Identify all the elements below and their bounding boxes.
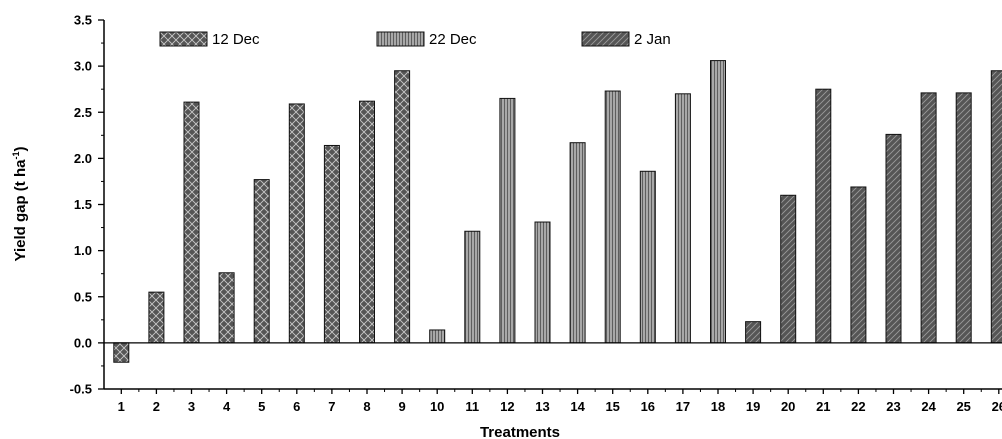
y-tick-label: 3.5 (74, 13, 92, 28)
bar-18 (710, 60, 726, 344)
bar-19 (745, 321, 762, 344)
y-tick-label: 2.5 (74, 105, 92, 120)
y-tick-label: 1.0 (74, 243, 92, 258)
x-tick-label-18: 18 (711, 399, 725, 414)
legend-swatch (159, 31, 208, 47)
legend-label: 2 Jan (634, 31, 671, 48)
bar-15 (604, 90, 621, 344)
bar-9 (394, 70, 411, 344)
x-tick-label-17: 17 (676, 399, 690, 414)
legend: 12 Dec 22 Dec 2 Jan (159, 31, 671, 48)
bars-group (113, 60, 1002, 363)
x-tick-label-22: 22 (851, 399, 865, 414)
x-tick-label-21: 21 (816, 399, 830, 414)
legend-label: 12 Dec (212, 31, 260, 48)
x-tick-label-12: 12 (500, 399, 514, 414)
bar-24 (920, 92, 937, 344)
bar-1 (113, 342, 130, 363)
x-tick-label-11: 11 (465, 399, 479, 414)
legend-item: 22 Dec (376, 31, 477, 48)
x-tick-label-5: 5 (258, 399, 265, 414)
y-tick-label: 3.0 (74, 59, 92, 74)
legend-swatch (376, 31, 425, 47)
bar-14 (569, 142, 586, 344)
x-tick-label-4: 4 (223, 399, 231, 414)
bar-23 (885, 133, 902, 344)
legend-item: 2 Jan (581, 31, 671, 48)
legend-swatch (581, 31, 630, 47)
x-tick-label-10: 10 (430, 399, 444, 414)
bar-12 (499, 97, 516, 344)
x-tick-label-15: 15 (605, 399, 619, 414)
axes-group: -0.50.00.51.01.52.02.53.03.51 2 3 4 5 6 7 8 9 10 1… (70, 13, 1002, 414)
x-tick-label-1: 1 (118, 399, 125, 414)
bar-10 (429, 329, 446, 344)
x-tick-label-3: 3 (188, 399, 195, 414)
y-tick-label: 0.5 (74, 289, 92, 304)
y-axis-title-main: Yield gap (t ha (12, 159, 29, 262)
x-tick-label-7: 7 (328, 399, 335, 414)
x-tick-label-26: 26 (992, 399, 1002, 414)
y-axis-title: Yield gap (t ha-1) (11, 147, 29, 262)
x-tick-label-14: 14 (570, 399, 585, 414)
bar-6 (288, 103, 305, 344)
x-tick-label-23: 23 (886, 399, 900, 414)
x-tick-label-6: 6 (293, 399, 300, 414)
x-tick-label-25: 25 (956, 399, 970, 414)
bar-16 (639, 170, 656, 344)
x-tick-label-19: 19 (746, 399, 760, 414)
y-tick-label: 1.5 (74, 197, 92, 212)
bar-11 (464, 230, 481, 344)
bar-25 (955, 92, 972, 344)
legend-item: 12 Dec (159, 31, 260, 48)
x-tick-label-24: 24 (921, 399, 936, 414)
bar-22 (850, 186, 867, 344)
y-tick-label: 2.0 (74, 151, 92, 166)
bar-26 (990, 70, 1002, 344)
bar-5 (253, 179, 270, 344)
x-tick-label-8: 8 (363, 399, 370, 414)
bar-4 (218, 272, 235, 344)
bar-2 (148, 291, 165, 344)
x-tick-label-13: 13 (535, 399, 549, 414)
bar-17 (674, 93, 691, 344)
y-axis-title-superscript: -1 (11, 152, 21, 160)
x-tick-label-16: 16 (641, 399, 655, 414)
y-tick-label: 0.0 (74, 335, 92, 350)
y-tick-label: -0.5 (70, 382, 92, 397)
x-axis-title: Treatments (480, 424, 560, 439)
x-tick-label-9: 9 (398, 399, 405, 414)
bar-7 (323, 144, 340, 344)
bar-13 (534, 221, 551, 344)
bar-20 (780, 194, 797, 344)
bar-21 (815, 88, 832, 344)
x-tick-label-2: 2 (153, 399, 160, 414)
x-tick-label-20: 20 (781, 399, 795, 414)
bar-8 (359, 100, 375, 344)
bar-3 (183, 101, 200, 344)
y-axis-title-close: ) (12, 147, 29, 152)
legend-label: 22 Dec (429, 31, 477, 48)
